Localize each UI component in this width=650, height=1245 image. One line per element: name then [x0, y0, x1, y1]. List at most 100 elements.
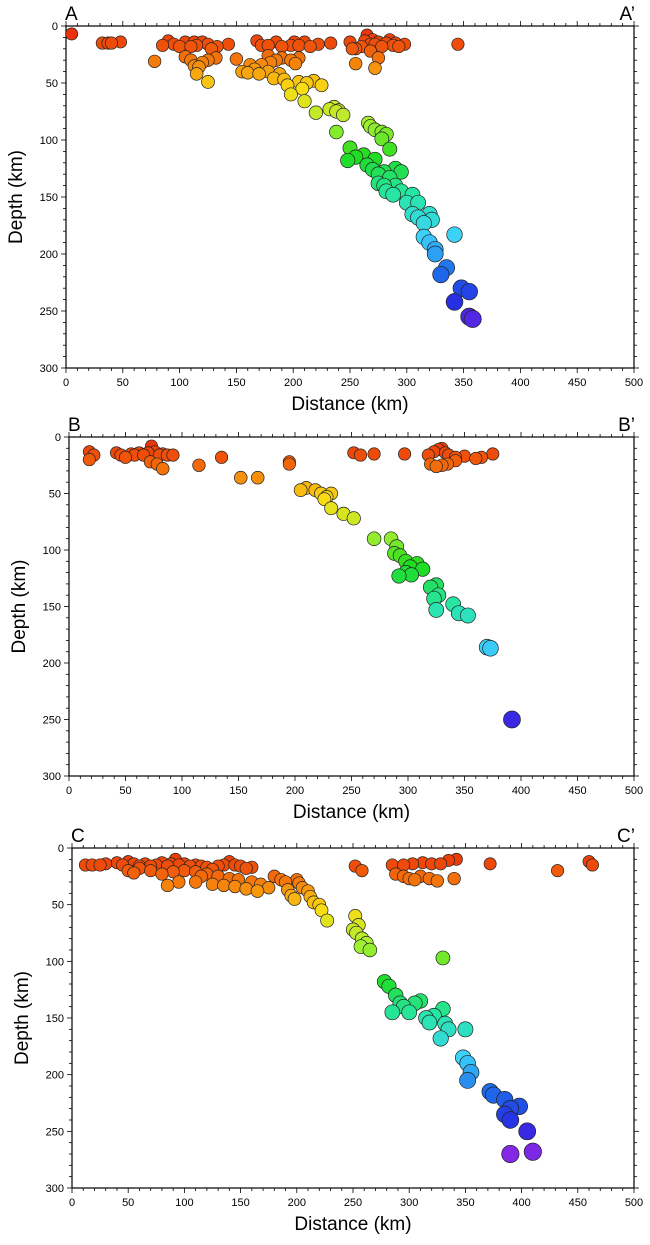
- y-tick-label: 0: [52, 21, 58, 33]
- y-tick-label: 0: [58, 843, 64, 855]
- earthquake-point: [288, 56, 303, 71]
- x-tick-label: 400: [512, 1197, 530, 1209]
- y-tick-label: 100: [40, 135, 58, 147]
- earthquake-point: [415, 215, 432, 232]
- earthquake-point: [229, 52, 244, 66]
- section-start-label: A: [65, 4, 78, 25]
- earthquake-point: [160, 878, 175, 893]
- earthquake-point: [221, 37, 235, 51]
- y-tick-label: 100: [46, 956, 64, 968]
- x-axis-title: Distance (km): [294, 1214, 411, 1235]
- earthquake-point: [457, 1021, 474, 1038]
- x-tick-label: 500: [625, 785, 643, 797]
- earthquake-point: [324, 501, 339, 516]
- earthquake-point: [104, 36, 118, 50]
- section-start-label: B: [68, 415, 81, 436]
- earthquake-point: [155, 867, 169, 881]
- x-tick-label: 450: [568, 785, 586, 797]
- earthquake-point: [366, 531, 382, 546]
- earthquake-point: [215, 450, 229, 464]
- x-tick-label: 350: [456, 1197, 474, 1209]
- x-tick-label: 300: [399, 785, 417, 797]
- x-tick-label: 350: [454, 377, 472, 389]
- earthquake-point: [239, 861, 253, 875]
- earthquake-point: [503, 710, 521, 729]
- earthquake-point: [463, 310, 482, 328]
- earthquake-point: [585, 858, 599, 872]
- earthquake-point: [192, 458, 206, 472]
- x-tick-label: 350: [455, 785, 473, 797]
- earthquake-point: [451, 37, 465, 51]
- x-tick-label: 50: [119, 785, 131, 797]
- earthquake-point: [144, 864, 158, 878]
- y-tick-label: 50: [52, 900, 64, 912]
- earthquake-point: [118, 450, 133, 464]
- earthquake-point: [346, 511, 361, 526]
- x-tick-label: 250: [341, 377, 359, 389]
- earthquake-point: [262, 881, 276, 895]
- x-tick-label: 250: [342, 785, 360, 797]
- earthquake-point: [127, 866, 141, 880]
- x-tick-label: 300: [398, 377, 416, 389]
- plot-frame: [68, 436, 635, 777]
- x-tick-label: 450: [569, 1197, 587, 1209]
- x-tick-label: 200: [284, 377, 302, 389]
- x-tick-label: 200: [288, 1197, 306, 1209]
- earthquake-point: [184, 39, 198, 54]
- y-axis-title: Depth (km): [12, 971, 33, 1065]
- earthquake-point: [434, 857, 448, 871]
- x-tick-label: 0: [66, 785, 72, 797]
- earthquake-point: [166, 448, 180, 462]
- earthquake-point: [329, 124, 344, 140]
- earthquake-point: [147, 54, 162, 68]
- y-axis-title: Depth (km): [6, 150, 27, 244]
- earthquake-point: [392, 39, 406, 54]
- earthquake-point: [188, 875, 203, 889]
- earthquake-point: [241, 65, 255, 80]
- x-tick-label: 450: [568, 377, 586, 389]
- section-end-label: B’: [618, 415, 635, 436]
- earthquake-point: [250, 884, 265, 898]
- earthquake-point: [384, 1004, 401, 1021]
- y-tick-label: 200: [40, 249, 58, 261]
- x-tick-label: 50: [122, 1197, 134, 1209]
- earthquake-point: [551, 864, 565, 878]
- earthquake-point: [460, 282, 478, 301]
- earthquake-point: [353, 448, 368, 462]
- earthquake-point: [482, 640, 499, 657]
- earthquake-point: [523, 1142, 542, 1161]
- x-tick-label: 300: [400, 1197, 418, 1209]
- earthquake-point: [217, 878, 231, 893]
- y-tick-label: 200: [46, 1070, 64, 1082]
- earthquake-point: [250, 470, 265, 485]
- earthquake-point: [239, 882, 253, 896]
- earthquake-point: [308, 105, 324, 120]
- earthquake-point: [367, 447, 381, 461]
- earthquake-point: [156, 461, 170, 476]
- earthquake-point: [518, 1122, 537, 1141]
- x-tick-label: 100: [173, 785, 191, 797]
- earthquake-point: [355, 864, 369, 878]
- x-tick-label: 500: [625, 1197, 643, 1209]
- earthquake-point: [385, 186, 402, 203]
- earthquake-point: [362, 942, 378, 958]
- earthquake-point: [375, 39, 389, 54]
- earthquake-point: [234, 470, 248, 485]
- earthquake-point: [201, 75, 215, 89]
- earthquake-point: [382, 141, 398, 157]
- y-tick-label: 300: [46, 1183, 64, 1195]
- earthquake-point: [189, 67, 204, 81]
- earthquake-point: [459, 1071, 477, 1089]
- x-tick-label: 200: [286, 785, 304, 797]
- y-tick-label: 300: [43, 771, 61, 783]
- x-tick-label: 0: [63, 377, 69, 389]
- y-tick-label: 100: [43, 545, 61, 557]
- x-tick-label: 150: [231, 1197, 249, 1209]
- earthquake-point: [93, 858, 107, 872]
- earthquake-point: [426, 245, 444, 263]
- earthquake-point: [156, 38, 170, 52]
- earthquake-point: [445, 293, 464, 311]
- earthquake-point: [172, 875, 186, 889]
- earthquake-point: [293, 483, 308, 497]
- earthquake-point: [275, 39, 289, 54]
